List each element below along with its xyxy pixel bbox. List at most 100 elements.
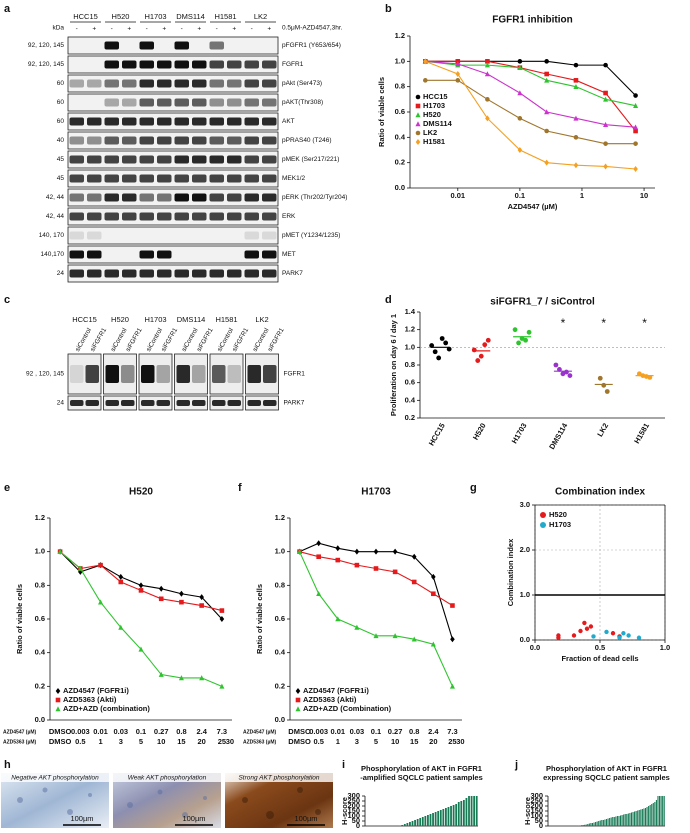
x-tick-label: 0.8 (176, 727, 186, 736)
data-point (316, 591, 321, 596)
y-tick-label: 1.0 (520, 590, 530, 599)
x-tick-label: 10 (640, 191, 648, 200)
blot-band (227, 156, 242, 164)
cell-line-label: DMS114 (176, 12, 205, 21)
blot-row-kda: 92, 120, 145 (28, 61, 65, 68)
bar (622, 815, 623, 826)
data-point (220, 608, 225, 613)
blot-band (192, 80, 207, 88)
blot-band (248, 365, 262, 383)
blot-band (227, 99, 242, 107)
blot-band (192, 137, 207, 145)
y-tick-label: 0.8 (275, 580, 285, 589)
blot-band (227, 175, 242, 183)
data-point (450, 636, 455, 642)
x-tick-label-2: DMSO (49, 737, 72, 746)
data-point (617, 636, 621, 640)
y-tick-label: 0.8 (405, 360, 415, 369)
legend-marker (416, 95, 421, 100)
blot-band (227, 270, 242, 278)
blot-band (122, 99, 137, 107)
treatment-sign: - (146, 26, 148, 33)
x-axis-label: Fraction of dead cells (561, 654, 638, 663)
bar (445, 808, 447, 826)
series-line (425, 61, 635, 169)
bar (455, 804, 457, 826)
data-point (443, 341, 448, 346)
data-point (603, 141, 608, 146)
x-tick-label: DMSO (49, 727, 72, 736)
blot-band (245, 270, 260, 278)
blot-row-kda: 60 (57, 80, 65, 87)
blot-band (262, 175, 277, 183)
blot-band (210, 80, 225, 88)
bar (659, 796, 660, 826)
blot-row-kda: 60 (57, 118, 65, 125)
bar (631, 813, 632, 827)
blot-band (175, 42, 190, 50)
blot-row-label: MEK1/2 (282, 175, 306, 182)
treatment-sign: + (267, 26, 271, 33)
treatment-sign: - (76, 26, 78, 33)
legend-marker (415, 121, 420, 126)
blot-band (175, 175, 190, 183)
bar (637, 811, 638, 827)
data-point (450, 603, 455, 608)
legend-marker (296, 698, 301, 703)
legend-label: H520 (423, 110, 441, 119)
blot-band (157, 270, 172, 278)
bar (629, 813, 630, 826)
blot-band (105, 194, 120, 202)
bar (430, 814, 432, 826)
y-tick-label: 1.2 (275, 513, 285, 522)
kda-header: kDa (52, 25, 64, 32)
bar (578, 826, 579, 827)
bar (424, 816, 426, 826)
bar (657, 796, 658, 826)
bar (399, 826, 401, 827)
blot-band (210, 175, 225, 183)
data-point (544, 160, 549, 166)
y-tick-label: 0.4 (35, 648, 46, 657)
panel-letter: f (238, 482, 242, 494)
blot-band (175, 156, 190, 164)
bar (589, 824, 590, 827)
scale-label: 100µm (294, 814, 317, 823)
data-point (455, 78, 460, 83)
blot-band (210, 118, 225, 126)
blot-frame (68, 37, 278, 54)
bar (448, 807, 450, 826)
data-point (516, 341, 521, 346)
x-tick-label-2: 5 (374, 737, 378, 746)
data-point (316, 540, 321, 546)
x-tick-label: 1.0 (660, 643, 670, 652)
data-point (578, 629, 582, 633)
y-tick-label: 0.4 (405, 395, 416, 404)
panel-letter: j (514, 759, 518, 771)
data-point (527, 330, 532, 335)
x-row-label: AZD5363 (µM) (3, 739, 36, 745)
bar (651, 804, 652, 826)
blot-band (105, 137, 120, 145)
blot-band (105, 42, 120, 50)
blot-band (212, 365, 226, 383)
blot-band (87, 175, 102, 183)
bar (626, 814, 627, 826)
data-point (118, 580, 123, 585)
bar (587, 824, 588, 826)
blot-band (227, 213, 242, 221)
blot-band (157, 365, 171, 383)
series-line (300, 552, 453, 606)
x-row-label: AZD4547 (µM) (243, 729, 276, 735)
chart-title: expressing SQCLC patient samples (543, 773, 670, 782)
cell-line-label: H1703 (144, 12, 166, 21)
y-tick-label: 1.4 (405, 307, 416, 316)
bar (435, 812, 437, 826)
blot-band (262, 80, 277, 88)
bar (468, 796, 470, 826)
panel-letter: c (4, 294, 10, 306)
bar (414, 820, 416, 826)
blot-row-kda: 24 (57, 400, 65, 407)
legend-label: AZD4547 (FGFR1i) (303, 686, 369, 695)
